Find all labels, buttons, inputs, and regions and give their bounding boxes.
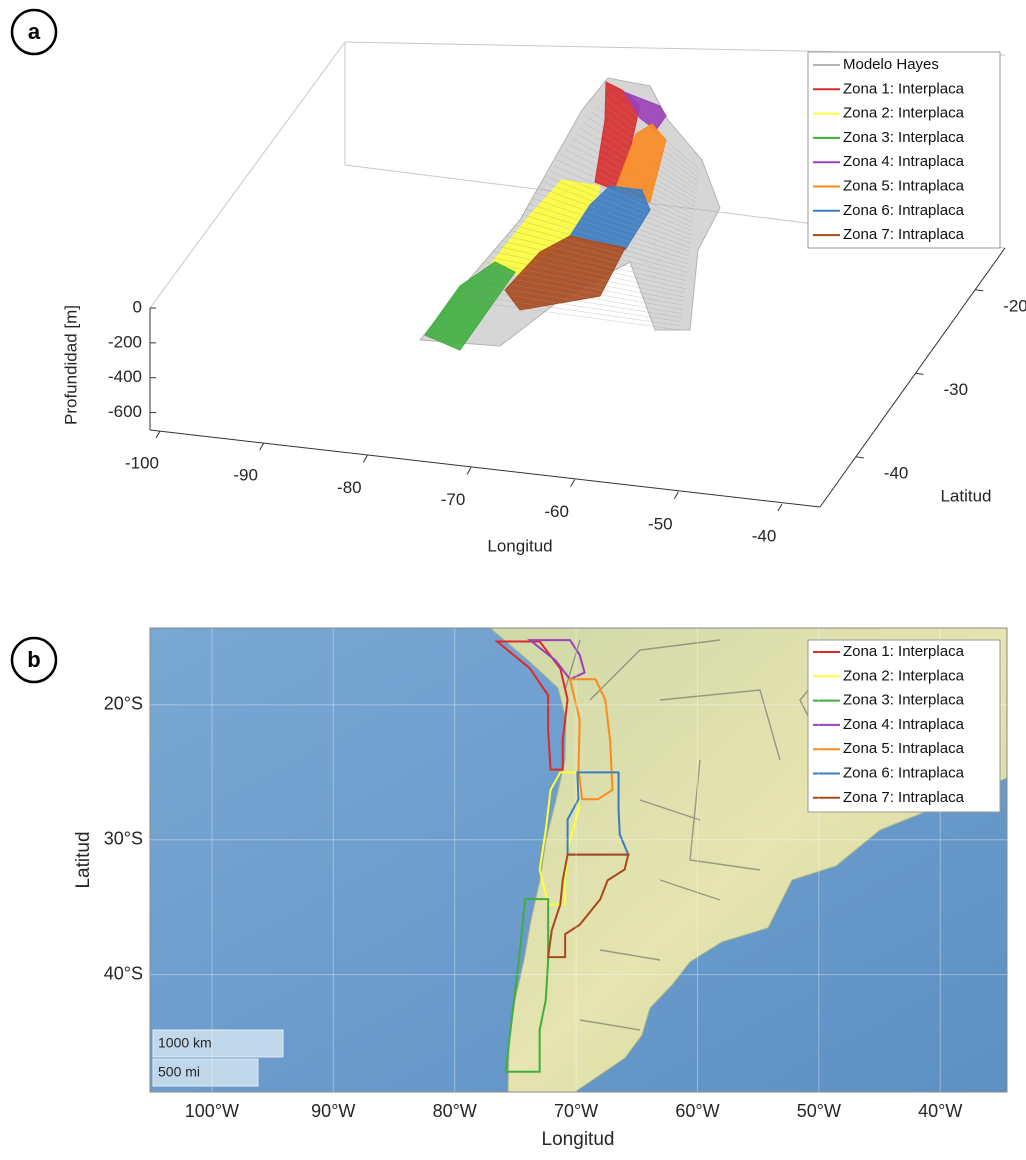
y-axis-label: Latitud [73,831,94,888]
legend-label: Zona 6: Intraplaca [843,202,965,219]
x-tick-label: 60°W [675,1101,719,1121]
x-tick [571,480,575,487]
x-axis-label: Longitud [487,536,552,555]
panel-label: b [27,647,40,672]
z-tick-label: -200 [108,332,142,351]
legend-label: Zona 1: Interplaca [843,643,965,660]
z-axis-label: Profundidad [m] [61,305,80,425]
legend: Modelo Hayes Zona 1: Interplaca Zona 2: In… [808,52,1000,248]
legend-label: Zona 6: Intraplaca [843,764,965,781]
figure: a b Profundidad [m] Longitud Latitud Mod… [0,0,1026,1155]
x-tick-label: 100°W [185,1101,239,1121]
legend-label: Zona 1: Interplaca [843,80,965,97]
surface-group [420,78,720,350]
y-tick [915,373,923,374]
y-tick-label: -30 [943,380,968,399]
y-tick-label: 20°S [104,694,143,714]
x-tick-label: -60 [544,502,569,521]
x-tick-label: 40°W [918,1101,962,1121]
x-tick-label: -100 [125,453,159,472]
legend-label: Zona 3: Interplaca [843,692,965,709]
y-tick [856,457,864,458]
scale-label: 1000 km [158,1035,212,1051]
legend-label: Zona 5: Intraplaca [843,740,965,757]
x-tick-label: -90 [233,466,258,485]
legend-label: Zona 3: Interplaca [843,129,965,146]
x-tick-label: 50°W [797,1101,841,1121]
y-tick-label: -20 [1003,296,1026,315]
x-tick [156,431,160,438]
x-tick [467,468,471,475]
panel-label: a [28,19,41,44]
y-tick [975,290,983,291]
z-tick-label: -400 [108,367,142,386]
legend: Zona 1: Interplaca Zona 2: Interplaca Zona… [808,640,1000,812]
scale-label: 500 mi [158,1064,200,1080]
legend-label: Zona 7: Intraplaca [843,226,965,243]
x-tick [363,455,367,462]
legend-label: Zona 4: Intraplaca [843,716,965,733]
x-tick-label: 80°W [433,1101,477,1121]
x-axis-label: Longitud [542,1129,615,1150]
legend-label: Zona 2: Interplaca [843,105,965,122]
x-tick-label: -40 [752,526,777,545]
y-tick-label: 30°S [104,829,143,849]
legend-label: Zona 4: Intraplaca [843,153,965,170]
x-tick [674,492,678,499]
x-tick-label: 90°W [311,1101,355,1121]
y-tick-label: -40 [884,463,909,482]
x-tick-label: -50 [648,514,673,533]
legend-label: Zona 5: Intraplaca [843,177,965,194]
legend-label: Zona 7: Intraplaca [843,789,965,806]
z-tick-label: 0 [133,297,142,316]
x-tick-label: -70 [441,490,466,509]
x-tick-label: -80 [337,478,362,497]
legend-label: Modelo Hayes [843,56,939,73]
legend-label: Zona 2: Interplaca [843,667,965,684]
z-tick-label: -600 [108,402,142,421]
y-tick-label: 40°S [104,963,143,983]
x-tick [778,504,782,511]
x-tick [260,443,264,450]
x-tick-label: 70°W [554,1101,598,1121]
y-axis-label: Latitud [940,486,991,505]
page: {"chart_data": [ {"type": "surface3d", "… [0,0,1026,1160]
